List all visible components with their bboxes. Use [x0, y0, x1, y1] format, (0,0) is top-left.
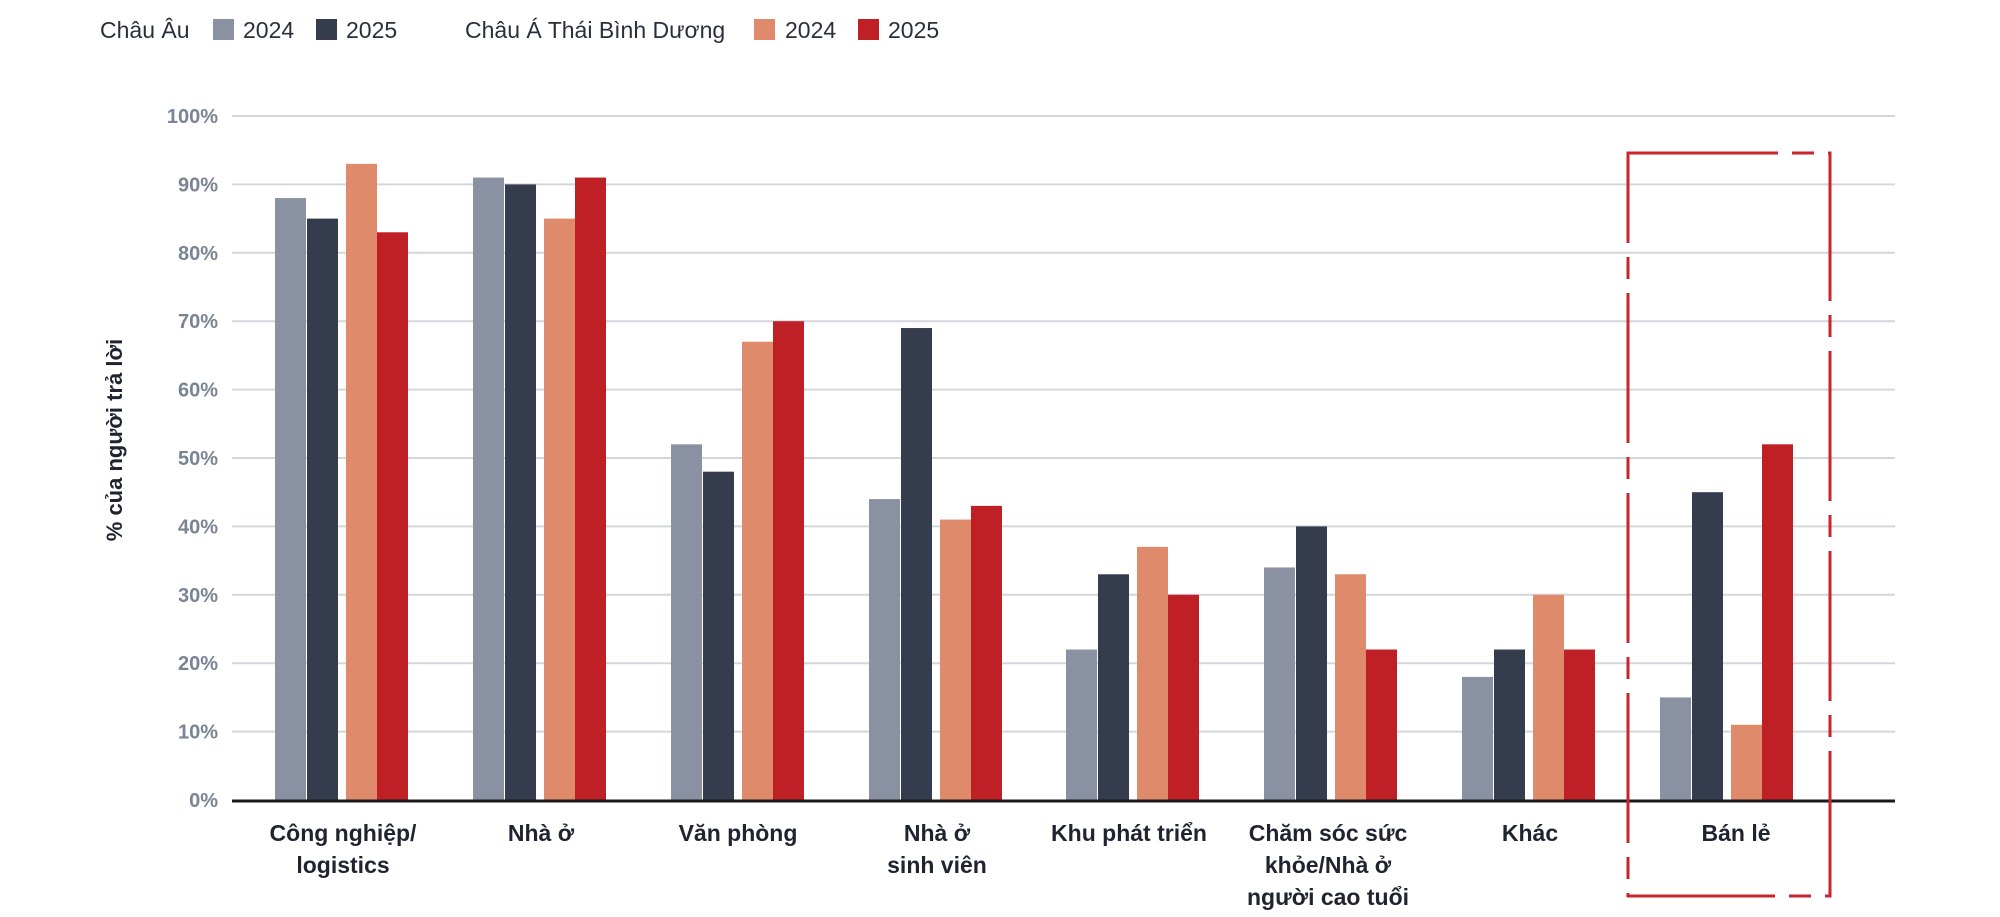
bar-apac-2024 [1335, 574, 1366, 800]
category-label-line: Chăm sóc sức [1249, 820, 1408, 846]
bar-europe-2024 [1660, 697, 1691, 800]
legend-swatch-apac-2024 [754, 19, 775, 40]
y-tick-label: 40% [178, 516, 218, 538]
bar-europe-2024 [275, 198, 306, 800]
y-tick-label: 60% [178, 380, 218, 402]
bar-apac-2025 [971, 505, 1002, 800]
bar-europe-2025 [1494, 649, 1525, 800]
legend-label-apac-2024: 2024 [785, 17, 836, 43]
bar-europe-2024 [1264, 567, 1295, 800]
category-label-line: Khác [1502, 820, 1558, 846]
x-axis-categories: Công nghiệp/logistics Nhà ở Văn phòng Nhà ở… [270, 820, 1771, 910]
y-tick-label: 80% [178, 243, 218, 265]
legend-group-apac: Châu Á Thái Bình Dương [465, 17, 725, 43]
category-label: Công nghiệp/logistics [270, 820, 418, 878]
category-label-line: người cao tuổi [1247, 884, 1409, 910]
y-tick-label: 90% [178, 174, 218, 196]
y-axis-ticks: 0% 10% 20% 30% 40% 50% 60% 70% 80% 90% 100% [167, 106, 218, 812]
bar-europe-2025 [505, 184, 536, 800]
category-label-line: Khu phát triển [1051, 820, 1207, 846]
category-label-line: Nhà ở [904, 820, 971, 846]
y-tick-label: 10% [178, 722, 218, 744]
bar-apac-2025 [1366, 649, 1397, 800]
y-tick-label: 70% [178, 311, 218, 333]
bar-apac-2025 [1564, 649, 1595, 800]
bar-europe-2024 [1462, 676, 1493, 800]
category-label: Nhà ở [508, 820, 575, 846]
bar-europe-2025 [307, 218, 338, 801]
category-label-line: Nhà ở [508, 820, 575, 846]
category-label: Chăm sóc sức khỏe/Nhà ở người cao tuổi [1247, 820, 1409, 910]
legend-swatch-apac-2025 [858, 19, 879, 40]
y-tick-label: 20% [178, 653, 218, 675]
y-tick-label: 0% [189, 790, 218, 812]
bar-apac-2024 [940, 519, 971, 800]
bars [275, 163, 1793, 801]
category-label: Văn phòng [679, 820, 798, 846]
bar-apac-2024 [1533, 594, 1564, 800]
bar-apac-2025 [1168, 594, 1199, 800]
category-label-line: Công nghiệp/ [270, 820, 418, 846]
bar-europe-2025 [1296, 526, 1327, 800]
category-label-line: Văn phòng [679, 820, 798, 846]
y-tick-label: 100% [167, 106, 218, 128]
bar-europe-2025 [901, 328, 932, 800]
bar-apac-2025 [575, 177, 606, 800]
category-label-line: khỏe/Nhà ở [1265, 852, 1392, 878]
bar-europe-2025 [1692, 492, 1723, 800]
legend-swatch-europe-2025 [316, 19, 337, 40]
y-axis-label: % của người trả lời [102, 339, 127, 541]
legend-label-apac-2025: 2025 [888, 17, 939, 43]
category-label-line: Bán lẻ [1701, 820, 1770, 846]
bar-europe-2024 [671, 444, 702, 800]
bar-apac-2025 [773, 321, 804, 800]
bar-europe-2025 [1098, 574, 1129, 800]
category-label: Bán lẻ [1701, 820, 1770, 846]
bar-apac-2025 [377, 232, 408, 800]
bar-apac-2024 [1731, 724, 1762, 800]
legend-label-europe-2025: 2025 [346, 17, 397, 43]
bar-apac-2024 [346, 163, 377, 800]
legend-group-europe: Châu Âu [100, 17, 190, 43]
bar-europe-2025 [703, 471, 734, 800]
bar-apac-2025 [1762, 444, 1793, 800]
y-tick-label: 50% [178, 448, 218, 470]
highlight-box [1626, 151, 1832, 898]
bar-europe-2024 [869, 499, 900, 800]
bar-apac-2024 [742, 341, 773, 800]
y-tick-label: 30% [178, 585, 218, 607]
category-label: Khác [1502, 820, 1558, 846]
bar-apac-2024 [1137, 546, 1168, 800]
category-label: Khu phát triển [1051, 820, 1207, 846]
bar-apac-2024 [544, 218, 575, 801]
category-label-line: sinh viên [887, 852, 987, 878]
legend-swatch-europe-2024 [213, 19, 234, 40]
bar-europe-2024 [473, 177, 504, 800]
category-label: Nhà ở sinh viên [887, 820, 987, 878]
legend: Châu Âu 2024 2025 Châu Á Thái Bình Dương… [100, 17, 939, 43]
category-label-line: logistics [296, 852, 389, 878]
bar-europe-2024 [1066, 649, 1097, 800]
legend-label-europe-2024: 2024 [243, 17, 294, 43]
